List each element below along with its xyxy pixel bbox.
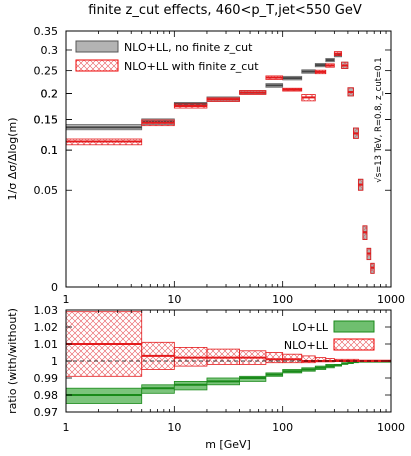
top-ytick-label-10: 0.35 xyxy=(34,25,59,38)
top-ytick-label-6: 0.2 xyxy=(41,87,59,100)
legend-swatch-grey xyxy=(75,40,119,53)
top-xtick-label-2: 100 xyxy=(272,293,293,306)
legend-swatch-red-hatch xyxy=(75,59,119,72)
ratio-s1-bin-5 xyxy=(265,352,284,364)
ratio-panel: 0.97 0.98 0.99 1 1.01 1.02 1.03 1 10 100 1000 rat… xyxy=(6,304,405,451)
ratio-xtick-label-1: 10 xyxy=(167,421,181,434)
chart-title: finite z_cut effects, 460<p_T,jet<550 Ge… xyxy=(88,3,362,18)
top-ytick-label-5: 0.15 xyxy=(34,113,59,126)
legend-item-no-finite-zcut: NLO+LL, no finite z_cut xyxy=(75,40,253,54)
ratio-ytick-label-5: 1.02 xyxy=(34,321,59,334)
ratio-ytick-label-6: 1.03 xyxy=(34,304,59,317)
top-y-axis-label: 1/σ Δσ/Δlog(m) xyxy=(6,118,19,201)
legend-swatch-red-hatch-ratio xyxy=(333,338,375,351)
legend-label-lo-ll: LO+LL xyxy=(292,321,329,334)
top-ytick-label-2: 0.1 xyxy=(41,144,59,157)
legend-swatch-green xyxy=(333,320,375,333)
top-ytick-label-9: 0.3 xyxy=(41,44,59,57)
ratio-ytick-label-1: 0.98 xyxy=(34,389,59,402)
ratio-ticks xyxy=(65,309,391,413)
top-xtick-label-0: 1 xyxy=(63,293,70,306)
top-y-tick-labels: 00.050.10.10.150.150.20.20.250.30.35 xyxy=(34,25,59,294)
top-frame xyxy=(65,30,392,288)
ratio-xtick-label-2: 100 xyxy=(272,421,293,434)
ratio-ytick-label-4: 1.01 xyxy=(34,338,59,351)
top-ytick-label-1: 0.05 xyxy=(34,184,59,197)
legend-item-with-finite-zcut: NLO+LL with finite z_cut xyxy=(75,59,259,73)
ratio-y-axis-label: ratio (with/without) xyxy=(6,308,19,414)
top-ytick-label-0: 0 xyxy=(51,281,58,294)
legend-item-lo-ll: LO+LL xyxy=(292,320,375,334)
ratio-ytick-label-0: 0.97 xyxy=(34,406,59,419)
legend-label-nlo-ll: NLO+LL xyxy=(284,339,329,352)
top-xtick-label-3: 1000 xyxy=(377,293,405,306)
ratio-ytick-label-2: 0.99 xyxy=(34,372,59,385)
ratio-xtick-label-0: 1 xyxy=(63,421,70,434)
ratio-ytick-label-3: 1 xyxy=(51,355,58,368)
ratio-xtick-label-3: 1000 xyxy=(377,421,405,434)
top-ytick-label-8: 0.25 xyxy=(34,65,59,78)
legend-label-with-finite-zcut: NLO+LL with finite z_cut xyxy=(124,60,259,73)
top-panel: 00.050.10.10.150.150.20.20.250.30.35 1 10… xyxy=(6,25,405,306)
ratio-x-tick-labels: 1 10 100 1000 xyxy=(63,421,406,434)
top-x-tick-labels: 1 10 100 1000 xyxy=(63,293,406,306)
top-ytick-label-3: 0.1 xyxy=(41,144,59,157)
top-bands xyxy=(66,51,375,274)
top-xtick-label-1: 10 xyxy=(167,293,181,306)
legend-item-nlo-ll: NLO+LL xyxy=(284,338,375,352)
x-axis-label: m [GeV] xyxy=(205,438,251,451)
top-ytick-label-4: 0.15 xyxy=(34,113,59,126)
legend-label-no-finite-zcut: NLO+LL, no finite z_cut xyxy=(124,41,253,54)
top-ticks xyxy=(65,30,391,288)
ratio-legend: LO+LL NLO+LL xyxy=(284,320,375,352)
top-ytick-label-7: 0.2 xyxy=(41,87,59,100)
top-legend: NLO+LL, no finite z_cut NLO+LL with fini… xyxy=(75,40,259,73)
ratio-y-tick-labels: 0.97 0.98 0.99 1 1.01 1.02 1.03 xyxy=(34,304,59,419)
annotation: √s=13 TeV, R=0.8, z_cut=0.1 xyxy=(374,57,384,182)
